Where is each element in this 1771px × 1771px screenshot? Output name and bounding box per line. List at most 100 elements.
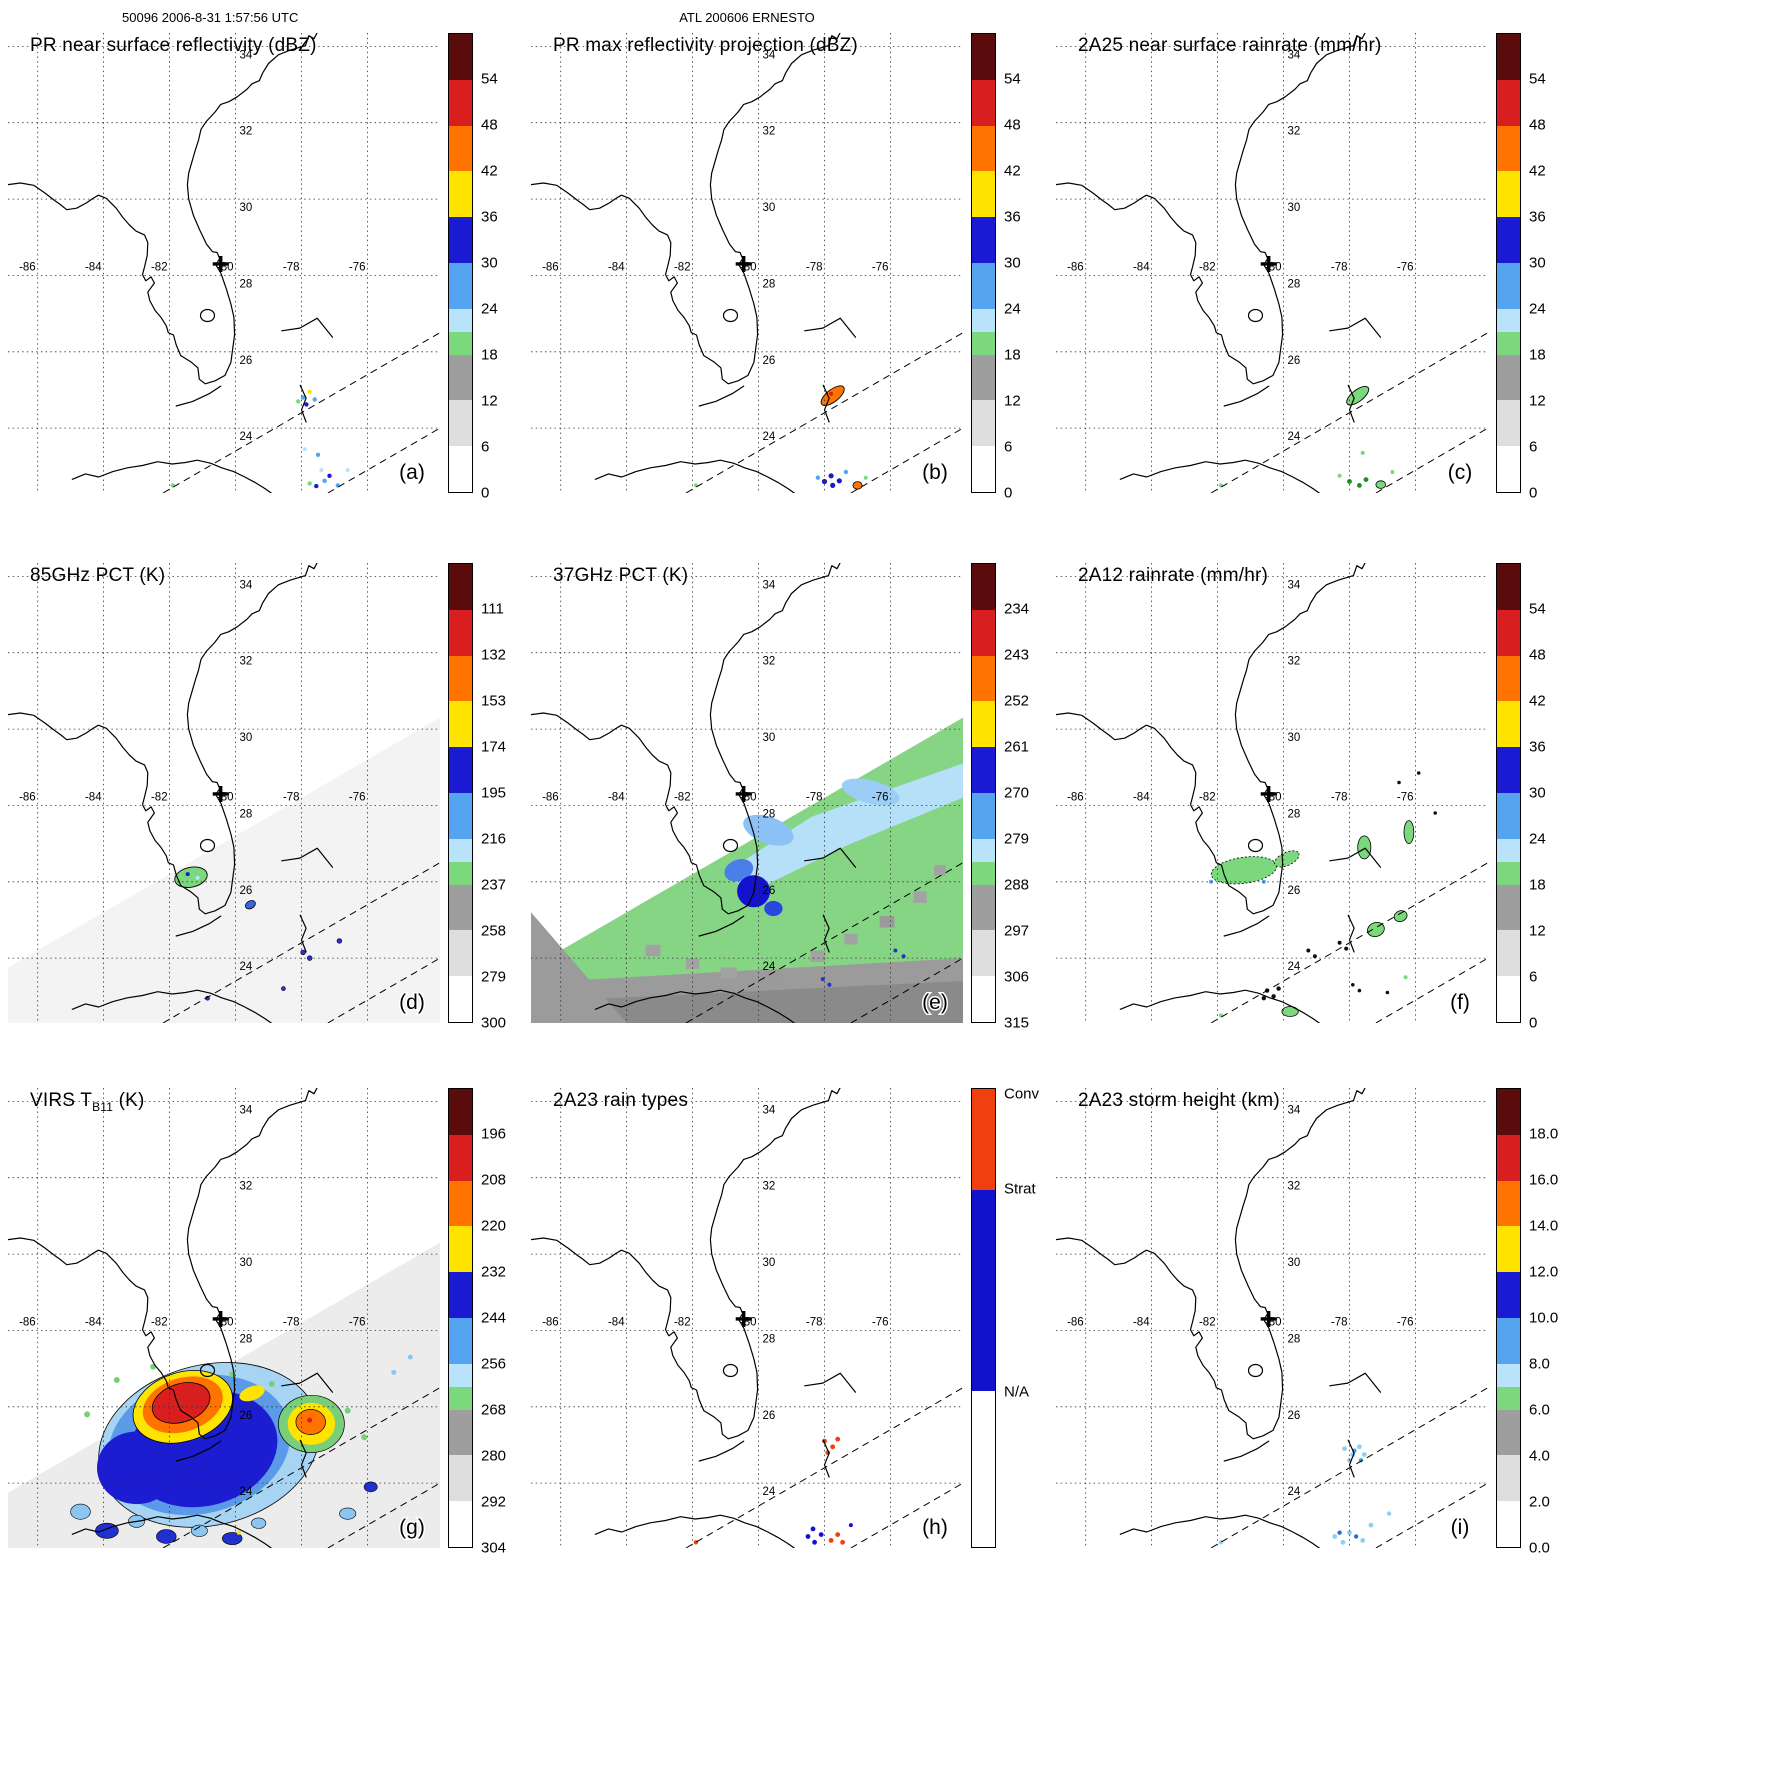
panel-title: VIRS TB11 (K) [30, 1090, 145, 1114]
lat-tick-label: 28 [763, 1333, 776, 1345]
coastline [594, 459, 795, 493]
data-blob [339, 1507, 357, 1520]
panel-letter: (g) [399, 1516, 425, 1539]
data-pixel [1368, 1522, 1374, 1528]
data-pixel [812, 1539, 817, 1545]
data-pixel [805, 1534, 811, 1539]
data-blob [70, 1503, 91, 1520]
colorbar-segment [1497, 609, 1520, 656]
colorbar-segment [449, 1180, 472, 1227]
coastline [1347, 1439, 1355, 1478]
lon-tick-label: -86 [19, 1316, 36, 1328]
colorbar-label: 153 [481, 692, 507, 710]
lat-tick-label: 28 [240, 1333, 253, 1345]
panel-title-text: PR max reflectivity projection (dBZ) [553, 35, 858, 56]
map-f: -86 -84 -82 -80 -78 -76 24 26 28 30 32 34 (f) [1056, 563, 1488, 1023]
lon-tick-label: -84 [608, 261, 625, 273]
colorbar-segment [1497, 1409, 1520, 1456]
lon-tick-label: -84 [608, 791, 625, 803]
storm-center-marker [735, 1310, 752, 1327]
pr-swath-edge [162, 862, 440, 1023]
data-pixel [835, 1436, 841, 1442]
colorbar-label: 42 [1529, 692, 1546, 710]
colorbar-label: 279 [1004, 830, 1030, 848]
colorbar-label: 252 [1004, 692, 1030, 710]
colorbar-label: 208 [481, 1171, 507, 1189]
map-e: -86 -84 -82 -80 -78 -76 24 26 28 30 32 34 (e) [531, 563, 963, 1023]
lat-tick-label: 30 [240, 202, 253, 214]
panel-letter: (h) [922, 1516, 948, 1539]
lon-tick-label: -78 [1331, 261, 1348, 273]
lake-okeechobee [199, 308, 216, 323]
lat-tick-label: 26 [240, 885, 253, 897]
data-pixel [185, 872, 190, 877]
coastline [1347, 384, 1355, 423]
coastline [1329, 1372, 1382, 1393]
lon-tick-label: -76 [872, 791, 889, 803]
colorbar [971, 33, 996, 493]
panel-title: 37GHz PCT (K) [553, 565, 688, 587]
colorbar-segment [449, 609, 472, 656]
data-pixel [315, 452, 321, 457]
pr-swath-edge [685, 862, 963, 1023]
data-pixel [322, 478, 327, 483]
colorbar-segment [1497, 354, 1520, 401]
lon-tick-label: -80 [217, 261, 234, 273]
lon-tick-label: -80 [740, 1316, 757, 1328]
data-pixel [1337, 1530, 1342, 1535]
panel-title: 85GHz PCT (K) [30, 565, 165, 587]
lon-tick-label: -84 [608, 1316, 625, 1328]
data-pixel [1332, 1534, 1338, 1539]
lat-tick-label: 30 [240, 1257, 253, 1269]
data-patch [720, 967, 738, 980]
lake-okeechobee [199, 838, 216, 853]
lat-tick-label: 34 [763, 579, 776, 591]
panel-f: -86 -84 -82 -80 -78 -76 24 26 28 30 32 34 (f) 2A12 ra… [1056, 563, 1576, 1032]
data-pixel [863, 475, 868, 480]
data-pixel [821, 478, 828, 485]
lon-tick-label: -76 [1397, 261, 1414, 273]
colorbar-label: 36 [481, 208, 498, 226]
lat-tick-label: 34 [240, 49, 253, 61]
pr-swath-edge [162, 1387, 440, 1548]
colorbar-segment [449, 930, 472, 977]
lat-tick-label: 32 [763, 1181, 776, 1193]
lat-tick-label: 32 [240, 126, 253, 138]
data-pixel [1353, 1534, 1359, 1539]
data-pixel [307, 389, 312, 394]
coastline [1223, 915, 1270, 937]
data-pixel [319, 468, 324, 473]
data-pixel [1306, 948, 1311, 953]
colorbar-segment [449, 125, 472, 172]
storm-center-marker [735, 255, 752, 272]
lon-tick-label: -76 [872, 261, 889, 273]
lat-tick-label: 30 [1288, 732, 1301, 744]
colorbar-label: 30 [1529, 784, 1546, 802]
lat-tick-label: 30 [763, 202, 776, 214]
coastline [804, 1372, 857, 1393]
colorbar-segment [1497, 1317, 1520, 1364]
lon-tick-label: -82 [1199, 1316, 1216, 1328]
lon-tick-label: -86 [542, 261, 559, 273]
map-d: -86 -84 -82 -80 -78 -76 24 26 28 30 32 34 (d) [8, 563, 440, 1023]
colorbar-segment [1497, 861, 1520, 885]
colorbar-segment [449, 262, 472, 309]
data-pixel [1337, 473, 1342, 478]
coastline [1347, 914, 1355, 953]
colorbar-label: 0 [1529, 484, 1538, 502]
data-patch [913, 891, 927, 903]
lat-tick-label: 34 [763, 49, 776, 61]
lat-tick-label: 30 [763, 732, 776, 744]
panel-title-subscript: B11 [92, 1099, 114, 1114]
data-region [725, 763, 963, 894]
data-pixel [300, 395, 306, 400]
colorbar-segment [972, 976, 995, 1022]
data-blob [743, 814, 794, 846]
colorbar-label: 111 [481, 600, 504, 618]
colorbar-segment [449, 1317, 472, 1364]
lon-tick-label: -80 [1265, 791, 1282, 803]
colorbar-label: 30 [481, 254, 498, 272]
colorbar-segment [449, 655, 472, 702]
lon-tick-label: -78 [283, 1316, 300, 1328]
lake-okeechobee [199, 1363, 216, 1378]
